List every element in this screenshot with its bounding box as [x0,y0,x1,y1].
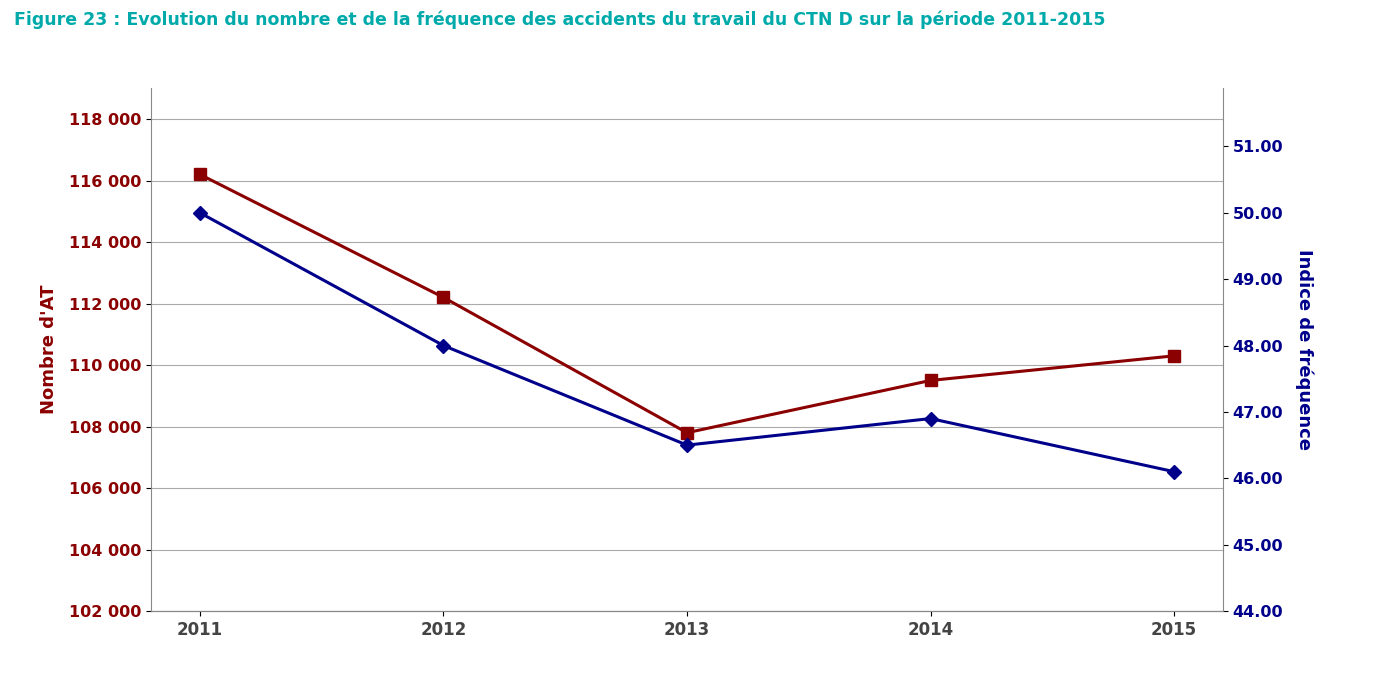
Text: Figure 23 : Evolution du nombre et de la fréquence des accidents du travail du C: Figure 23 : Evolution du nombre et de la… [14,10,1105,29]
Y-axis label: Nombre d'AT: Nombre d'AT [40,285,58,414]
Y-axis label: Indice de fréquence: Indice de fréquence [1296,249,1314,450]
